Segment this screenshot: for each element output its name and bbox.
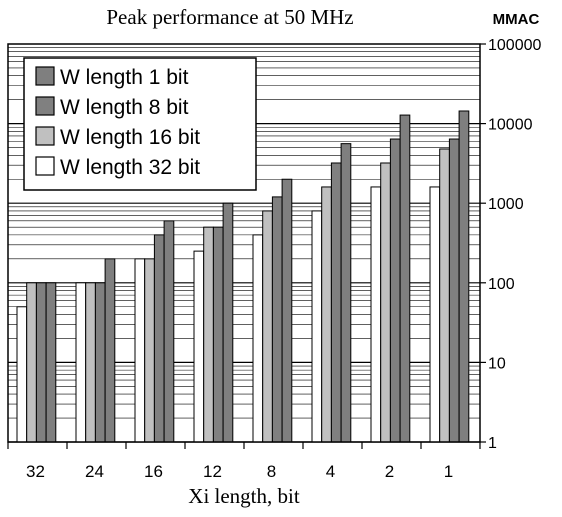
y-tick-label: 10 <box>488 355 506 372</box>
bar <box>193 250 205 443</box>
bar <box>85 282 96 443</box>
bar <box>321 186 332 443</box>
bar <box>389 138 401 443</box>
legend-label: W length 32 bit <box>60 156 200 179</box>
bar <box>153 234 165 443</box>
bar <box>134 258 146 443</box>
legend-label: W length 1 bit <box>60 66 189 89</box>
x-tick-label: 12 <box>203 462 222 481</box>
legend-swatch <box>35 96 55 116</box>
x-tick-label: 16 <box>144 462 163 481</box>
bar <box>144 258 155 443</box>
bar <box>35 282 47 443</box>
y-tick-label: 100 <box>488 276 515 293</box>
legend-box <box>23 57 257 191</box>
bar <box>448 138 460 443</box>
y-tick-label: 1 <box>488 435 497 452</box>
bar <box>271 196 283 443</box>
bar <box>203 226 214 443</box>
bar <box>45 282 57 443</box>
x-tick-label: 2 <box>385 462 394 481</box>
legend: W length 1 bit W length 8 bit W length 16 … <box>23 57 257 191</box>
legend-label: W length 8 bit <box>60 96 189 119</box>
bar <box>75 282 87 443</box>
chart-title: Peak performance at 50 MHz <box>106 5 353 29</box>
legend-swatch <box>35 66 55 86</box>
y-tick-label: 1000 <box>488 196 524 213</box>
bars <box>16 110 470 443</box>
bar <box>252 234 264 443</box>
bar <box>429 186 441 443</box>
bar <box>16 306 28 443</box>
bar <box>370 186 382 443</box>
x-tick-label: 32 <box>26 462 45 481</box>
bar <box>222 202 234 443</box>
bar <box>380 162 391 443</box>
bar <box>212 226 224 443</box>
bar <box>330 162 342 443</box>
y-axis-unit-label: MMAC <box>493 11 540 28</box>
legend-swatch <box>35 126 55 146</box>
bar <box>281 178 293 443</box>
legend-swatch <box>35 156 55 176</box>
bar <box>104 258 116 443</box>
y-tick-label: 10000 <box>488 117 533 134</box>
x-axis-label: Xi length, bit <box>188 484 300 508</box>
bar <box>340 143 352 443</box>
bar <box>163 220 175 443</box>
x-tick-label: 8 <box>267 462 276 481</box>
bar <box>262 210 273 443</box>
y-tick-label: 100000 <box>488 37 541 54</box>
x-axis-ticks: 32 24 16 12 8 4 2 1 <box>7 442 481 481</box>
bar <box>458 110 470 443</box>
bar <box>399 114 411 443</box>
x-tick-label: 4 <box>326 462 335 481</box>
x-tick-label: 1 <box>444 462 453 481</box>
y-axis-ticks: 1 10 100 1000 10000 100000 <box>480 37 541 452</box>
bar <box>439 148 450 443</box>
legend-label: W length 16 bit <box>60 126 200 149</box>
bar <box>311 210 323 443</box>
bar <box>26 282 37 443</box>
bar <box>94 282 106 443</box>
x-tick-label: 24 <box>85 462 104 481</box>
